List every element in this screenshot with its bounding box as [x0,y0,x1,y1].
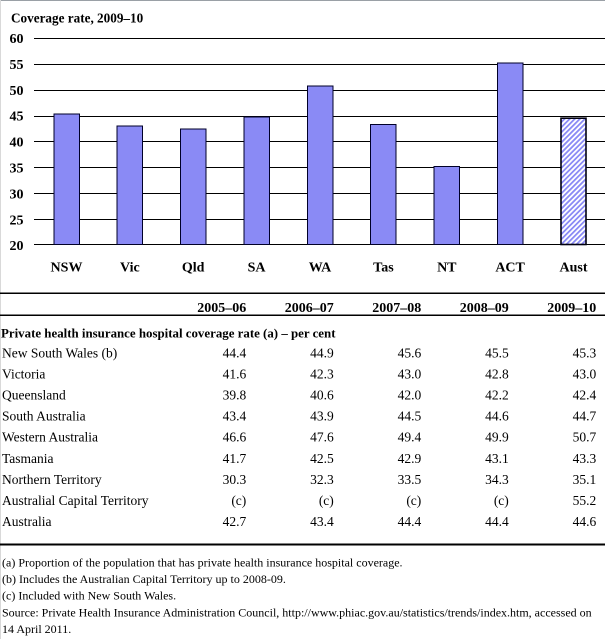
svg-text:43.0: 43.0 [398,366,422,381]
svg-text:(c): (c) [406,493,421,508]
svg-text:42.2: 42.2 [485,388,509,403]
svg-text:39.8: 39.8 [223,388,247,403]
svg-text:32.3: 32.3 [310,472,334,487]
svg-text:Australia: Australia [2,514,52,529]
svg-text:40.6: 40.6 [310,388,334,403]
svg-text:44.4: 44.4 [223,345,247,360]
svg-text:50: 50 [10,84,24,99]
svg-text:Aust: Aust [559,260,587,275]
svg-text:44.9: 44.9 [310,345,334,360]
svg-text:44.7: 44.7 [573,409,597,424]
svg-text:43.4: 43.4 [310,514,334,529]
svg-text:14 April 2011.: 14 April 2011. [2,622,71,636]
svg-text:Western Australia: Western Australia [2,430,98,445]
svg-text:SA: SA [248,260,267,275]
svg-text:47.6: 47.6 [310,430,334,445]
svg-text:Northern Territory: Northern Territory [2,472,102,487]
svg-text:43.1: 43.1 [485,451,509,466]
svg-text:50.7: 50.7 [573,430,597,445]
svg-text:2009–10: 2009–10 [547,301,596,316]
svg-text:(c): (c) [319,493,334,508]
svg-text:34.3: 34.3 [485,472,509,487]
svg-text:44.4: 44.4 [398,514,422,529]
svg-text:New South Wales (b): New South Wales (b) [2,345,117,360]
svg-text:Vic: Vic [120,260,140,275]
svg-text:45.3: 45.3 [573,345,597,360]
svg-text:(c): (c) [494,493,509,508]
svg-text:55: 55 [10,58,24,73]
svg-text:(b) Includes the Australian Ca: (b) Includes the Australian Capital Terr… [2,572,286,586]
svg-text:49.9: 49.9 [485,430,509,445]
svg-text:45.6: 45.6 [398,345,422,360]
svg-text:Private health insurance hospi: Private health insurance hospital covera… [1,326,336,340]
svg-text:44.5: 44.5 [398,409,422,424]
svg-text:42.5: 42.5 [310,451,334,466]
svg-text:2005–06: 2005–06 [197,301,246,316]
svg-text:42.8: 42.8 [485,366,509,381]
svg-text:45.5: 45.5 [485,345,509,360]
svg-text:WA: WA [309,260,332,275]
svg-text:(a) Proportion of the populati: (a) Proportion of the population that ha… [2,556,403,570]
svg-text:30: 30 [10,187,24,202]
svg-text:(c): (c) [231,493,246,508]
svg-text:42.7: 42.7 [223,514,247,529]
svg-text:43.9: 43.9 [310,409,334,424]
svg-text:42.4: 42.4 [573,388,597,403]
svg-text:Queensland: Queensland [2,388,66,403]
svg-text:42.9: 42.9 [398,451,422,466]
svg-text:2008–09: 2008–09 [460,301,509,316]
svg-text:South Australia: South Australia [2,409,86,424]
svg-text:41.6: 41.6 [223,366,247,381]
svg-text:49.4: 49.4 [398,430,422,445]
svg-text:44.6: 44.6 [573,514,597,529]
svg-text:25: 25 [10,213,24,228]
svg-text:Victoria: Victoria [2,366,45,381]
svg-text:42.3: 42.3 [310,366,334,381]
svg-text:Tasmania: Tasmania [2,451,54,466]
svg-text:43.3: 43.3 [573,451,597,466]
svg-text:30.3: 30.3 [223,472,247,487]
svg-text:33.5: 33.5 [398,472,422,487]
svg-text:35: 35 [10,162,24,177]
svg-text:(c) Included with New South Wa: (c) Included with New South Wales. [2,589,176,603]
svg-text:Coverage rate, 2009–10: Coverage rate, 2009–10 [11,10,144,25]
svg-text:40: 40 [10,136,24,151]
svg-text:42.0: 42.0 [398,388,422,403]
svg-text:2006–07: 2006–07 [285,301,334,316]
svg-text:41.7: 41.7 [223,451,247,466]
svg-text:43.0: 43.0 [573,366,597,381]
svg-text:55.2: 55.2 [573,493,597,508]
svg-text:35.1: 35.1 [573,472,597,487]
svg-text:44.4: 44.4 [485,514,509,529]
svg-text:Tas: Tas [373,260,394,275]
svg-text:46.6: 46.6 [223,430,247,445]
svg-text:60: 60 [10,32,24,47]
svg-text:NSW: NSW [51,260,83,275]
svg-text:43.4: 43.4 [223,409,247,424]
svg-text:ACT: ACT [495,260,525,275]
svg-text:Qld: Qld [182,260,205,275]
svg-text:45: 45 [10,110,24,125]
svg-text:20: 20 [10,239,24,254]
svg-text:44.6: 44.6 [485,409,509,424]
svg-text:Australial Capital Territory: Australial Capital Territory [2,493,149,508]
svg-text:NT: NT [437,260,457,275]
svg-text:Source: Private Health Insuran: Source: Private Health Insurance Adminis… [2,605,592,619]
svg-text:2007–08: 2007–08 [372,301,421,316]
